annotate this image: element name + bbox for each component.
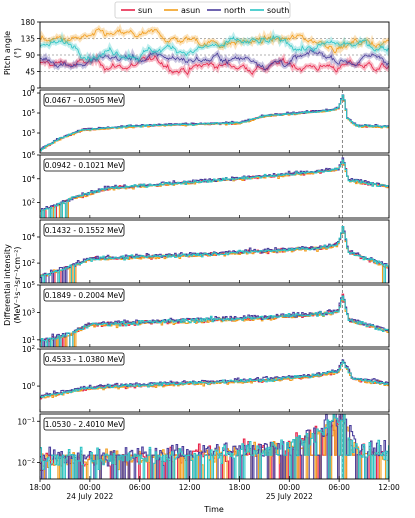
energy-label-e4: 0.1849 - 0.2004 MeV (45, 291, 124, 300)
panel-e2: 0.0942 - 0.1021 MeV 102 104 106 (22, 151, 390, 219)
series-asun-e5 (40, 360, 389, 399)
ytick-label-e5: 102 (22, 345, 35, 354)
energy-box-e6 (43, 417, 125, 431)
series-sun-e4 (40, 293, 389, 347)
panel-e5: 0.4533 - 1.0380 MeV 100 102 (22, 345, 390, 413)
ytick-label-e6: 10−2 (17, 459, 35, 468)
series-south-e2 (40, 159, 389, 218)
panel-e5-data (40, 349, 389, 412)
panel-frame-e2 (39, 154, 390, 219)
panel-frame-e3 (39, 219, 390, 284)
xtick-label: 06:00 (129, 483, 151, 492)
xtick-label: 18:00 (29, 483, 51, 492)
xtick-label: 18:00 (229, 483, 251, 492)
panel-frame-e4 (39, 284, 390, 348)
panel-e4-data (40, 285, 389, 347)
pitch-line-sun (40, 54, 389, 76)
series-south-e3 (40, 225, 389, 283)
legend-label-north: north (224, 6, 245, 15)
series-south-e4 (40, 295, 389, 347)
energy-label-e1: 0.0467 - 0.0505 MeV (45, 96, 124, 105)
xtick-label: 00:00 (79, 483, 101, 492)
series-south-e6 (40, 414, 389, 479)
legend-frame (114, 1, 291, 19)
panel-e1-data (40, 90, 389, 153)
ytick-label-e4: 103 (22, 308, 36, 317)
pitch-line-south (40, 34, 389, 62)
xtick-label: 12:00 (378, 483, 400, 492)
panel-frame-e5 (39, 348, 390, 413)
panel-e6-data (40, 414, 389, 479)
energy-box-e2 (43, 158, 125, 172)
panel-e6: 1.0530 - 2.4010 MeV 10−2 10−1 (17, 413, 390, 480)
xtick-label: 06:00 (328, 483, 350, 492)
energy-label-e2: 0.0942 - 0.1021 MeV (45, 161, 124, 170)
panel-e1: 0.0467 - 0.0505 MeV 103 105 107 (22, 89, 390, 154)
ytick-label-e2: 102 (22, 199, 35, 208)
pitch-angle-ylabel: Pitch angle (3, 31, 12, 75)
ytick-label-e4: 105 (22, 281, 36, 290)
energy-box-e1 (43, 93, 125, 107)
panel-pitch: 0 45 90 135 180 (21, 18, 390, 93)
energy-box-e5 (43, 352, 125, 366)
legend-label-asun: asun (181, 6, 200, 15)
energy-label-e5: 0.4533 - 1.0380 MeV (45, 355, 124, 364)
panel-frame-e1 (39, 89, 390, 154)
ytick-label-pitch: 135 (21, 35, 36, 44)
pitch-line-asun (40, 27, 389, 54)
ytick-label-pitch: 180 (21, 18, 36, 27)
ytick-label-e1: 105 (22, 109, 36, 118)
series-north-e5 (40, 359, 389, 399)
x-axis-label: Time (203, 505, 224, 514)
xtick-label: 12:00 (179, 483, 201, 492)
legend-label-sun: sun (138, 6, 152, 15)
ytick-label-pitch: 45 (25, 68, 35, 77)
xdate-label: 25 July 2022 (266, 492, 313, 501)
ytick-label-pitch: 90 (25, 51, 35, 60)
x-axis: 18:00 00:00 06:00 12:00 18:00 00:00 06:00 12:00… (29, 479, 400, 501)
series-sun-e5 (40, 361, 389, 400)
ytick-label-e2: 104 (22, 175, 36, 184)
ytick-label-e1: 103 (22, 129, 36, 138)
panel-frame-e6 (39, 413, 390, 480)
series-south-e1 (40, 94, 389, 152)
legend: sun asun north south (114, 1, 291, 19)
ytick-label-e1: 107 (22, 89, 36, 98)
ytick-label-e2: 106 (22, 151, 36, 160)
panel-e2-data (40, 155, 389, 218)
series-south-e5 (40, 360, 389, 398)
series-asun-e3 (40, 227, 389, 283)
ytick-label-e5: 100 (22, 382, 36, 391)
intensity-ylabel: Differential intensity (3, 244, 12, 326)
ytick-label-pitch: 0 (30, 84, 35, 93)
ytick-label-e3: 104 (22, 233, 36, 242)
xdate-label: 24 July 2022 (66, 492, 113, 501)
ytick-label-e6: 10−1 (17, 417, 35, 426)
xtick-label: 00:00 (278, 483, 300, 492)
ytick-label-e4: 101 (22, 336, 35, 345)
pitch-angle-yunit: (°) (13, 48, 22, 58)
energy-box-e4 (43, 288, 125, 302)
energy-label-e3: 0.1432 - 0.1552 MeV (45, 226, 124, 235)
panel-e3: 0.1432 - 0.1552 MeV 102 104 (22, 219, 390, 284)
panel-e3-data (40, 220, 389, 283)
energy-label-e6: 1.0530 - 2.4010 MeV (45, 420, 124, 429)
panel-pitch-data (40, 23, 389, 79)
intensity-yunit: (MeV⁻¹s⁻¹sr⁻¹cm⁻²) (13, 246, 22, 323)
panel-e4: 0.1849 - 0.2004 MeV 101 103 105 (22, 281, 390, 348)
energy-box-e3 (43, 223, 125, 237)
legend-label-south: south (267, 6, 289, 15)
ytick-label-e3: 102 (22, 259, 35, 268)
